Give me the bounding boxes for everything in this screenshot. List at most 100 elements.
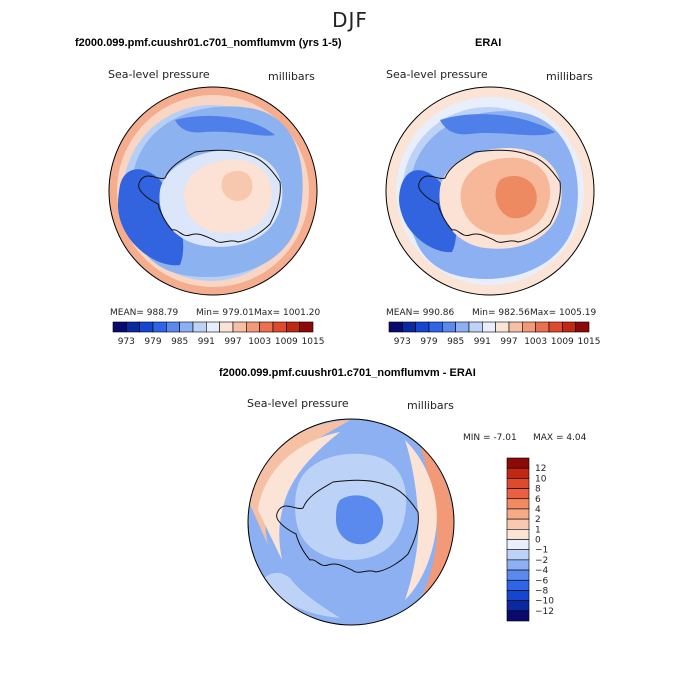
panel3-max: MAX = 4.04 xyxy=(533,433,587,443)
panel1-min: Min= 979.01 xyxy=(196,308,254,318)
panel3-colorbar-tick-14: −12 xyxy=(535,607,554,617)
panel1-colorbar-bin-3 xyxy=(152,321,167,333)
panel3-colorbar-bin-2 xyxy=(506,478,530,489)
panel3-colorbar-tick-8: −1 xyxy=(535,546,548,556)
panel2-colorbar-bin-13 xyxy=(562,321,576,333)
panel2-colorbar-tick-5: 1003 xyxy=(524,337,547,347)
panel1-colorbar: 973 979 985 991 997 1003 1009 1015 xyxy=(112,321,325,347)
panel3-colorbar-bin-3 xyxy=(506,488,530,500)
panel3-colorbar-bin-13 xyxy=(506,590,530,601)
panel2-colorbar-bin-10 xyxy=(522,321,536,333)
panel2-colorbar-bin-3 xyxy=(428,321,443,333)
panel1-units: millibars xyxy=(268,70,315,83)
panel2-colorbar-tick-0: 973 xyxy=(394,337,411,347)
panel1-colorbar-tick-5: 1003 xyxy=(248,337,271,347)
panel1-coastline xyxy=(138,149,281,243)
panel1-colorbar-bin-7 xyxy=(206,321,220,333)
panel3-min: MIN = -7.01 xyxy=(463,433,517,443)
panel2-colorbar-bin-1 xyxy=(402,321,416,333)
panel3-colorbar-bin-5 xyxy=(506,508,530,520)
panel3-colorbar-tick-12: −8 xyxy=(535,586,549,596)
panel2-colorbar-tick-2: 985 xyxy=(447,337,464,347)
diff-title: f2000.099.pmf.cuushr01.c701_nomflumvm - … xyxy=(219,367,476,379)
panel1-colorbar-bin-8 xyxy=(219,321,234,333)
panel3-colorbar-tick-9: −2 xyxy=(535,556,548,566)
panel3-map xyxy=(248,419,454,625)
panel3-colorbar-bin-11 xyxy=(506,569,530,581)
panel1-field-low-north xyxy=(175,115,275,136)
panel1-colorbar-tick-3: 991 xyxy=(198,337,215,347)
panel3-colorbar-bin-8 xyxy=(506,539,530,550)
panel1-colorbar-bin-11 xyxy=(259,321,274,333)
panel3-colorbar-bin-10 xyxy=(506,559,530,571)
panel3-colorbar-bin-9 xyxy=(506,549,530,561)
panel3-colorbar-bin-12 xyxy=(506,579,530,591)
panel3-units: millibars xyxy=(407,399,454,412)
panel3-colorbar-tick-11: −6 xyxy=(535,576,549,586)
panel3-field-negative-core xyxy=(336,495,384,545)
panel2-colorbar-tick-3: 991 xyxy=(474,337,491,347)
panel2-colorbar-bin-11 xyxy=(535,321,550,333)
panel3-colorbar-tick-10: −4 xyxy=(535,566,549,576)
panel2-field-high-core xyxy=(495,176,537,219)
panel1-colorbar-bin-5 xyxy=(179,321,194,333)
panel3-colorbar-tick-0: 12 xyxy=(535,464,546,474)
panel3-colorbar-tick-13: −10 xyxy=(535,597,554,607)
panel1-title: f2000.099.pmf.cuushr01.c701_nomflumvm (y… xyxy=(75,37,342,49)
panel2-colorbar-tick-7: 1015 xyxy=(578,337,601,347)
panel3-colorbar-bin-4 xyxy=(506,498,530,510)
panel1-max: Max= 1001.20 xyxy=(254,308,321,318)
panel3-colorbar-tick-1: 10 xyxy=(535,474,547,484)
panel1-colorbar-bin-12 xyxy=(272,321,287,333)
panel3-field-neutral-northwest xyxy=(258,432,340,560)
panel2-title: ERAI xyxy=(475,37,502,49)
panel1-colorbar-bin-10 xyxy=(246,321,260,333)
panel1-outline xyxy=(108,86,318,296)
panel1-colorbar-tick-4: 997 xyxy=(224,337,241,347)
panel1-field-high-core xyxy=(221,170,253,201)
panel3-colorbar-bin-7 xyxy=(506,529,530,540)
panel1-colorbar-bin-2 xyxy=(139,321,154,333)
panel3-coastline xyxy=(276,479,419,573)
panel1-colorbar-tick-0: 973 xyxy=(118,337,135,347)
panel3-colorbar-tick-3: 6 xyxy=(535,495,541,505)
panel1-mean: MEAN= 988.79 xyxy=(110,308,179,318)
panel1-colorbar-tick-6: 1009 xyxy=(275,337,298,347)
panel2-colorbar-bin-5 xyxy=(455,321,470,333)
panel3-left-label: Sea-level pressure xyxy=(247,397,349,410)
panel3-colorbar-tick-7: 0 xyxy=(535,536,541,546)
panel2-colorbar-bin-14 xyxy=(575,321,590,333)
panel2-colorbar-bin-8 xyxy=(495,321,510,333)
panel2-field-low-north xyxy=(440,114,555,136)
panel3-colorbar-bin-15 xyxy=(506,610,530,622)
panel3-field-south xyxy=(262,572,340,618)
panel3-colorbar-tick-5: 2 xyxy=(535,515,541,525)
panel1-colorbar-bin-0 xyxy=(112,321,127,333)
panel2-colorbar-bin-9 xyxy=(508,321,523,333)
panel2-coastline xyxy=(418,149,561,243)
panel2-map xyxy=(386,87,594,295)
panel2-colorbar-bin-7 xyxy=(482,321,496,333)
panel3-field-neutral-east xyxy=(405,440,437,600)
panel3-colorbar-tick-2: 8 xyxy=(535,485,541,495)
panel1-map xyxy=(109,87,317,295)
panel2-units: millibars xyxy=(546,70,593,83)
panel2-colorbar-tick-1: 979 xyxy=(420,337,437,347)
panel3-colorbar-tick-6: 1 xyxy=(535,525,541,535)
panel2-colorbar-tick-6: 1009 xyxy=(551,337,574,347)
panel2-colorbar-bin-12 xyxy=(548,321,563,333)
panel1-colorbar-bin-9 xyxy=(232,321,247,333)
season-title: DJF xyxy=(332,8,368,32)
panel1-left-label: Sea-level pressure xyxy=(108,68,210,81)
panel2-colorbar-bin-6 xyxy=(468,321,483,333)
panel2-colorbar-bin-4 xyxy=(442,321,456,333)
panel2-outline xyxy=(385,86,595,296)
panel2-colorbar: 973 979 985 991 997 1003 1009 1015 xyxy=(388,321,601,347)
panel2-colorbar-tick-4: 997 xyxy=(500,337,517,347)
panel3-outline xyxy=(247,418,455,626)
panel1-colorbar-tick-7: 1015 xyxy=(302,337,325,347)
panel3-colorbar-tick-4: 4 xyxy=(535,505,541,515)
panel2-colorbar-bin-2 xyxy=(415,321,430,333)
